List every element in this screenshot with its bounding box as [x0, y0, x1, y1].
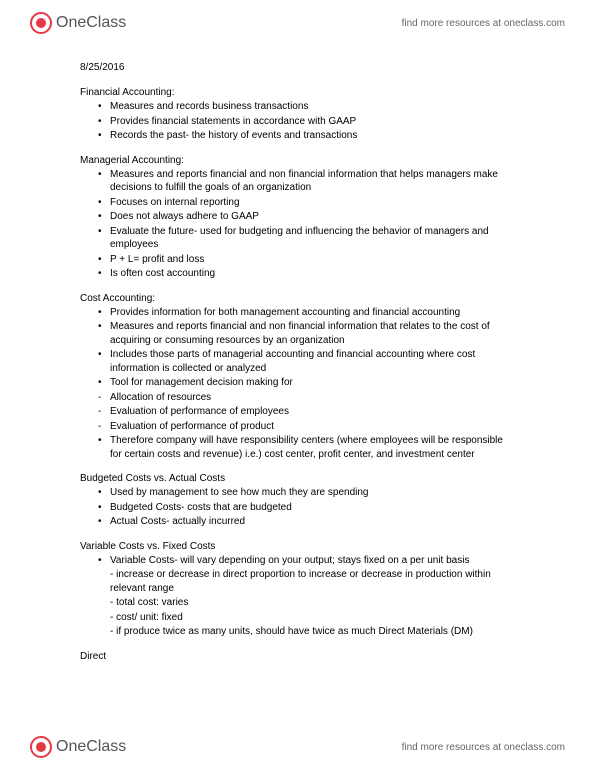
logo-icon [30, 12, 52, 34]
section-title: Managerial Accounting: [80, 155, 515, 166]
footer-logo: OneClass [30, 736, 126, 758]
page-footer: OneClass find more resources at oneclass… [0, 728, 595, 770]
list-item: Allocation of resources [110, 391, 515, 405]
list-item: Does not always adhere to GAAP [110, 210, 515, 224]
list-item: Evaluation of performance of product [110, 420, 515, 434]
date: 8/25/2016 [80, 62, 515, 73]
section-list: Measures and reports financial and non f… [80, 168, 515, 281]
section: Variable Costs vs. Fixed Costs Variable C… [80, 541, 515, 639]
section-list: Used by management to see how much they … [80, 486, 515, 529]
logo-text: OneClass [56, 14, 126, 32]
direct-label: Direct [80, 651, 515, 662]
list-item: Budgeted Costs- costs that are budgeted [110, 501, 515, 515]
footer-logo-icon [30, 736, 52, 758]
list-item: Evaluate the future- used for budgeting … [110, 225, 515, 252]
header-resource-link[interactable]: find more resources at oneclass.com [402, 18, 565, 29]
list-item: Used by management to see how much they … [110, 486, 515, 500]
list-item: Therefore company will have responsibili… [110, 434, 515, 461]
section-title: Budgeted Costs vs. Actual Costs [80, 473, 515, 484]
list-item: Measures and reports financial and non f… [110, 320, 515, 347]
section-list: Provides information for both management… [80, 306, 515, 462]
section: Cost Accounting: Provides information for… [80, 293, 515, 462]
document-content: 8/25/2016 Financial Accounting: Measures … [0, 42, 595, 662]
section: Financial Accounting: Measures and record… [80, 87, 515, 143]
list-item: - if produce twice as many units, should… [110, 625, 515, 639]
list-item: Includes those parts of managerial accou… [110, 348, 515, 375]
footer-resource-link[interactable]: find more resources at oneclass.com [402, 742, 565, 753]
list-item: Tool for management decision making for [110, 376, 515, 390]
list-item: Focuses on internal reporting [110, 196, 515, 210]
section-title: Financial Accounting: [80, 87, 515, 98]
sections-container: Financial Accounting: Measures and record… [80, 87, 515, 639]
section-list: Measures and records business transactio… [80, 100, 515, 143]
list-item: - cost/ unit: fixed [110, 611, 515, 625]
section: Managerial Accounting: Measures and repor… [80, 155, 515, 281]
list-item: Provides information for both management… [110, 306, 515, 320]
list-item: Measures and reports financial and non f… [110, 168, 515, 195]
footer-logo-text: OneClass [56, 738, 126, 756]
section-title: Variable Costs vs. Fixed Costs [80, 541, 515, 552]
section-title: Cost Accounting: [80, 293, 515, 304]
list-item: Actual Costs- actually incurred [110, 515, 515, 529]
list-item: Evaluation of performance of employees [110, 405, 515, 419]
list-item: Records the past- the history of events … [110, 129, 515, 143]
list-item: Is often cost accounting [110, 267, 515, 281]
list-item: Measures and records business transactio… [110, 100, 515, 114]
list-item: P + L= profit and loss [110, 253, 515, 267]
list-item: Variable Costs- will vary depending on y… [110, 554, 515, 568]
list-item: Provides financial statements in accorda… [110, 115, 515, 129]
page-header: OneClass find more resources at oneclass… [0, 0, 595, 42]
section: Budgeted Costs vs. Actual Costs Used by m… [80, 473, 515, 529]
list-item: - total cost: varies [110, 596, 515, 610]
logo: OneClass [30, 12, 126, 34]
list-item: - increase or decrease in direct proport… [110, 568, 515, 595]
section-list: Variable Costs- will vary depending on y… [80, 554, 515, 639]
